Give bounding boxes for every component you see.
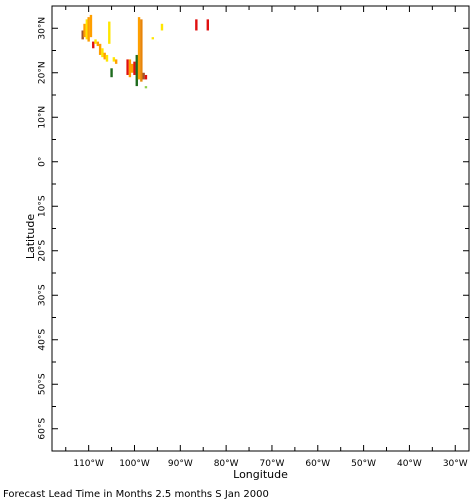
data-segment bbox=[81, 30, 84, 40]
data-segment bbox=[137, 17, 141, 80]
y-tick-label: 0° bbox=[38, 157, 48, 167]
x-axis-label: Longitude bbox=[233, 468, 288, 481]
y-tick-label: 10°S bbox=[38, 195, 48, 217]
data-segment bbox=[142, 72, 145, 80]
data-segment bbox=[144, 74, 148, 80]
data-segment bbox=[112, 57, 116, 62]
x-tick-label: 70°W bbox=[260, 459, 285, 469]
data-segment bbox=[144, 86, 148, 89]
x-tick-label: 110°W bbox=[73, 459, 104, 469]
data-segment bbox=[92, 41, 95, 49]
x-tick-label: 80°W bbox=[214, 459, 239, 469]
data-segment bbox=[85, 19, 89, 40]
y-tick-label: 20°N bbox=[38, 61, 48, 84]
x-axis: 110°W 100°W 90°W 80°W 70°W 60°W 50°W 40°W 30°W bbox=[65, 6, 468, 469]
data-segment bbox=[110, 68, 113, 78]
data-segment bbox=[87, 17, 90, 42]
x-tick-label: 100°W bbox=[119, 459, 150, 469]
data-segment bbox=[128, 59, 132, 78]
data-segment bbox=[133, 61, 136, 75]
y-tick-label: 30°S bbox=[38, 284, 48, 306]
data-segment bbox=[103, 52, 106, 60]
data-segment bbox=[94, 39, 97, 44]
x-tick-label: 90°W bbox=[168, 459, 193, 469]
y-tick-label: 30°N bbox=[38, 17, 48, 40]
plot-frame bbox=[51, 5, 470, 452]
data-segment bbox=[101, 48, 104, 58]
x-tick-label: 30°W bbox=[443, 459, 468, 469]
y-tick-label: 10°N bbox=[38, 106, 48, 129]
data-segment bbox=[195, 19, 198, 31]
data-segment bbox=[98, 43, 102, 55]
data-segment bbox=[108, 21, 111, 44]
forecast-caption: Forecast Lead Time in Months 2.5 months … bbox=[3, 489, 269, 500]
y-tick-label: 20°S bbox=[38, 240, 48, 262]
x-tick-label: 40°W bbox=[397, 459, 422, 469]
y-axis-label: Latitude bbox=[24, 214, 37, 260]
y-tick-label: 50°S bbox=[38, 373, 48, 395]
y-tick-label: 40°S bbox=[38, 329, 48, 351]
data-segment bbox=[105, 54, 109, 62]
x-tick-label: 50°W bbox=[351, 459, 376, 469]
data-segment bbox=[160, 23, 164, 31]
data-segment bbox=[151, 37, 155, 40]
data-segment bbox=[135, 54, 138, 87]
data-segment bbox=[96, 41, 100, 47]
data-segment bbox=[114, 59, 118, 64]
y-axis: 30°N 20°N 10°N 0° 10°S 20°S 30°S 40°S 50°S 60°S bbox=[38, 5, 469, 452]
y-tick-label: 60°S bbox=[38, 418, 48, 440]
data-marks bbox=[81, 14, 210, 89]
x-tick-label: 60°W bbox=[305, 459, 330, 469]
data-segment bbox=[206, 19, 210, 31]
data-segment bbox=[89, 14, 93, 38]
data-segment bbox=[83, 23, 86, 38]
data-segment bbox=[126, 59, 129, 75]
data-segment bbox=[140, 19, 143, 82]
data-segment bbox=[130, 63, 134, 73]
